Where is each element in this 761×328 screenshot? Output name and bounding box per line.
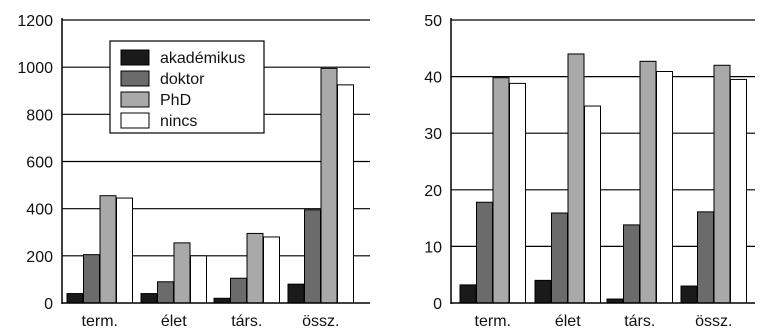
left-legend-label-akademikus: akadémikus [160,50,245,67]
left-legend-label-doktor: doktor [160,71,205,88]
left-ytick-label-0: 0 [44,296,53,313]
right-bar-phd-ossz [713,64,731,304]
right-xtick-label-elet: élet [555,313,581,328]
chart-left: 0 200 400 600 800 1000 1200 term. élet társ. össz.… [17,13,370,328]
left-bar-doktor-elet [157,281,174,304]
left-xtick-label-elet: élet [161,313,187,328]
right-bar-akademikus-elet [534,279,552,304]
right-ytick-label-5: 50 [424,13,442,30]
left-legend-label-nincs: nincs [160,113,197,130]
right-bar-nincs-elet [584,105,601,304]
left-bar-doktor-ossz [304,209,321,304]
right-bar-nincs-ossz [730,78,747,304]
right-bar-doktor-term [476,201,493,304]
left-bar-phd-term [99,195,117,304]
right-ytick-label-2: 20 [424,183,442,200]
right-bar-nincs-tars [656,71,673,304]
left-bar-akademikus-elet [140,293,158,304]
right-bar-phd-tars [639,60,657,304]
left-ytick-label-6: 1200 [17,13,53,30]
right-bar-akademikus-term [459,284,477,304]
left-legend-swatch-akademikus [120,49,150,66]
left-ytick-label-5: 1000 [17,60,53,77]
right-ytick-label-3: 30 [424,126,442,143]
left-bar-nincs-tars [263,236,280,304]
left-bar-doktor-term [83,254,100,304]
right-bar-doktor-tars [623,224,640,304]
left-legend-label-phd: PhD [160,92,191,109]
right-bar-nincs-term [509,82,526,304]
left-bar-phd-tars [246,232,264,304]
left-ytick-label-2: 400 [26,202,53,219]
left-bar-nincs-term [116,197,133,304]
left-legend-swatch-phd [120,91,150,108]
left-bar-doktor-tars [230,277,247,304]
left-bar-akademikus-term [66,293,84,304]
right-xtick-label-term: term. [475,313,511,328]
left-ytick-label-3: 600 [26,155,53,172]
left-bar-nincs-ossz [337,84,354,304]
left-xtick-label-term: term. [82,313,118,328]
left-legend-swatch-doktor [120,70,150,87]
right-bar-phd-elet [567,53,585,304]
right-ytick-label-0: 0 [433,296,442,313]
right-xtick-label-tars: társ. [624,313,655,328]
right-bar-akademikus-ossz [680,285,698,304]
left-bar-phd-elet [173,242,191,304]
left-bar-nincs-elet [190,255,207,304]
left-xtick-label-ossz: össz. [302,313,339,328]
left-legend: akadémikus doktor PhD nincs [109,40,265,134]
left-ytick-label-1: 200 [26,249,53,266]
right-bar-phd-term [492,77,510,304]
left-ytick-label-4: 800 [26,107,53,124]
right-xtick-label-ossz: össz. [695,313,732,328]
right-bar-doktor-elet [551,212,568,304]
right-ytick-label-1: 10 [424,239,442,256]
right-bar-doktor-ossz [697,211,714,304]
left-xtick-label-tars: társ. [231,313,262,328]
chart-right: 0 10 20 30 40 50 term. élet társ. össz. [424,13,755,328]
left-bar-akademikus-ossz [287,283,305,304]
left-bar-phd-ossz [320,67,338,304]
left-legend-swatch-nincs [120,112,150,129]
right-ytick-label-4: 40 [424,70,442,87]
